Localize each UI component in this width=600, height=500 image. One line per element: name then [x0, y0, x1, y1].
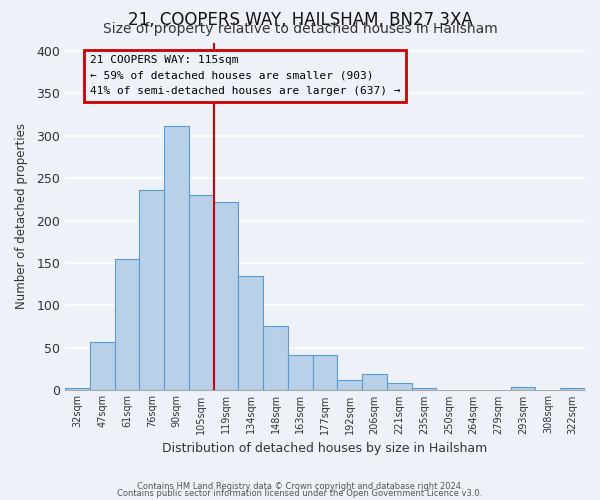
Bar — [313, 354, 337, 390]
Bar — [164, 126, 189, 390]
Text: Size of property relative to detached houses in Hailsham: Size of property relative to detached ho… — [103, 22, 497, 36]
X-axis label: Distribution of detached houses by size in Hailsham: Distribution of detached houses by size … — [163, 442, 488, 455]
Bar — [263, 326, 288, 390]
Text: 21, COOPERS WAY, HAILSHAM, BN27 3XA: 21, COOPERS WAY, HAILSHAM, BN27 3XA — [128, 11, 472, 29]
Bar — [387, 384, 412, 390]
Bar — [139, 190, 164, 390]
Bar — [238, 276, 263, 390]
Text: 21 COOPERS WAY: 115sqm
← 59% of detached houses are smaller (903)
41% of semi-de: 21 COOPERS WAY: 115sqm ← 59% of detached… — [90, 55, 400, 96]
Bar — [362, 374, 387, 390]
Bar — [189, 195, 214, 390]
Y-axis label: Number of detached properties: Number of detached properties — [15, 124, 28, 310]
Bar — [337, 380, 362, 390]
Bar — [115, 258, 139, 390]
Text: Contains public sector information licensed under the Open Government Licence v3: Contains public sector information licen… — [118, 490, 482, 498]
Bar — [214, 202, 238, 390]
Bar — [90, 342, 115, 390]
Bar — [65, 388, 90, 390]
Text: Contains HM Land Registry data © Crown copyright and database right 2024.: Contains HM Land Registry data © Crown c… — [137, 482, 463, 491]
Bar — [288, 356, 313, 390]
Bar — [560, 388, 585, 390]
Bar — [511, 386, 535, 390]
Bar — [412, 388, 436, 390]
